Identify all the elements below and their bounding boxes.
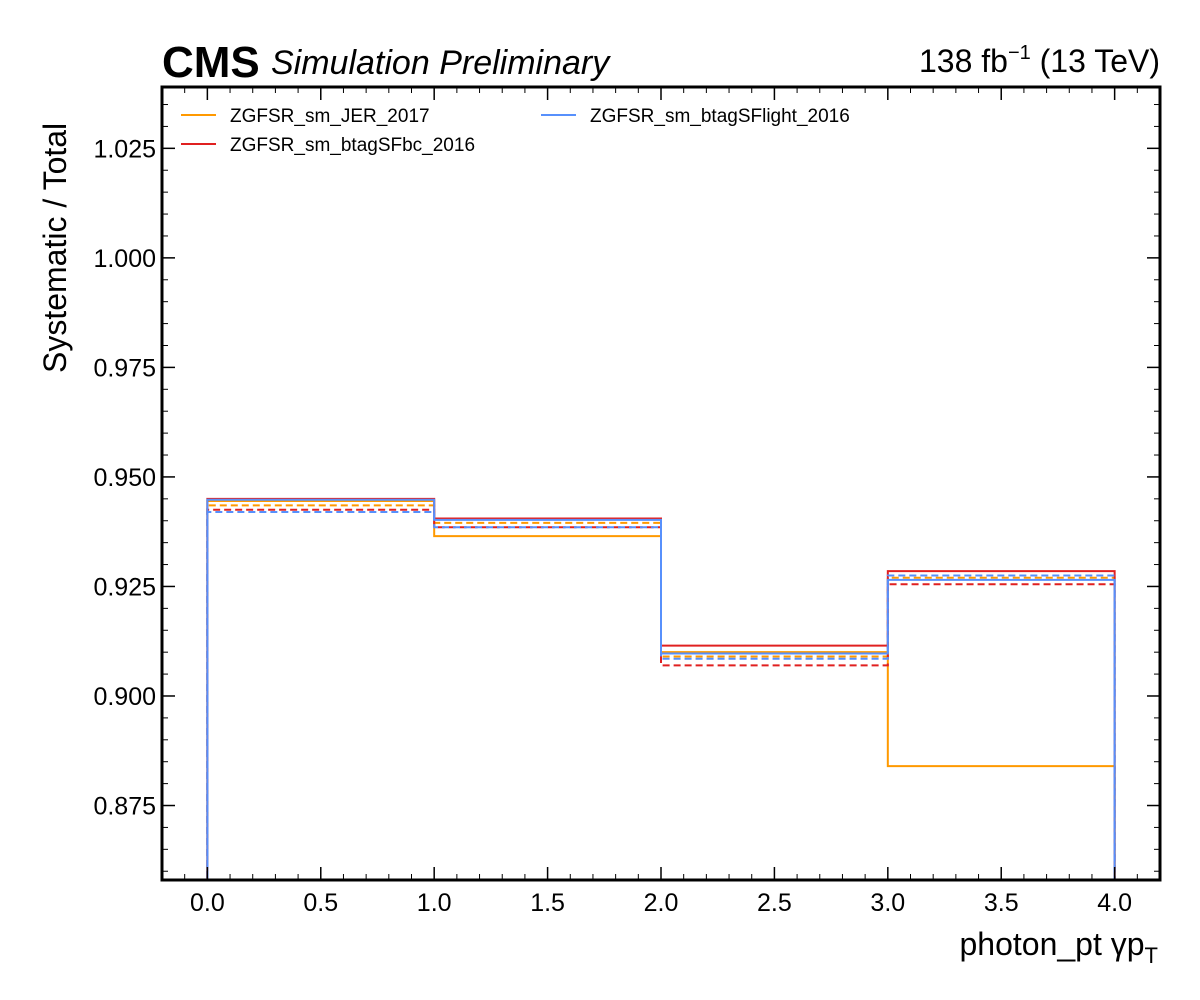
x-tick-label: 1.0 — [417, 889, 452, 917]
y-axis-label: Systematic / Total — [37, 123, 73, 373]
x-tick-label: 0.5 — [303, 889, 338, 917]
plot-frame — [160, 85, 1162, 882]
y-tick-label: 0.975 — [93, 354, 156, 382]
x-tick-label: 3.5 — [984, 889, 1019, 917]
plot-area — [206, 497, 1116, 880]
legend: ZGFSR_sm_JER_2017 ZGFSR_sm_btagSFbc_2016 Z… — [181, 106, 850, 156]
energy-label: (13 TeV) — [1031, 43, 1160, 79]
x-axis-label-main: photon_pt γp — [960, 926, 1145, 962]
legend-entry-label: ZGFSR_sm_JER_2017 — [230, 106, 430, 127]
y-tick-label: 0.875 — [93, 793, 156, 821]
x-tick-label: 1.5 — [530, 889, 565, 917]
experiment-label: CMS — [162, 38, 260, 87]
status-label: Simulation Preliminary — [271, 44, 611, 82]
y-tick-label: 0.925 — [93, 573, 156, 601]
x-tick-label: 2.0 — [644, 889, 679, 917]
y-tick-label: 1.025 — [93, 135, 156, 163]
series-down-zgfsr-sm-btagsflight-2016 — [206, 510, 1116, 880]
x-tick-label: 4.0 — [1097, 889, 1132, 917]
series-up-zgfsr-sm-btagsflight-2016 — [206, 498, 1116, 880]
y-tick-label: 1.000 — [93, 245, 156, 273]
y-tick-label: 0.900 — [93, 683, 156, 711]
legend-entry-label: ZGFSR_sm_btagSFbc_2016 — [230, 135, 475, 156]
axis-ticks: 0.0 0.5 1.0 1.5 2.0 2.5 3.0 3.5 4.0 0.875 0.900 0.9… — [93, 87, 1160, 917]
x-tick-label: 2.5 — [757, 889, 792, 917]
x-tick-label: 3.0 — [870, 889, 905, 917]
x-axis-label: photon_pt γpT — [960, 926, 1159, 968]
x-tick-label: 0.0 — [190, 889, 225, 917]
legend-entry-label: ZGFSR_sm_btagSFlight_2016 — [590, 106, 850, 127]
lumi-label: 138 fb−1 (13 TeV) — [919, 42, 1160, 79]
lumi-exponent: −1 — [1008, 42, 1031, 64]
lumi-value: 138 fb — [919, 43, 1008, 79]
y-tick-label: 0.950 — [93, 464, 156, 492]
series-down-zgfsr-sm-jer-2017 — [206, 504, 1116, 880]
x-axis-label-subscript: T — [1145, 943, 1158, 968]
